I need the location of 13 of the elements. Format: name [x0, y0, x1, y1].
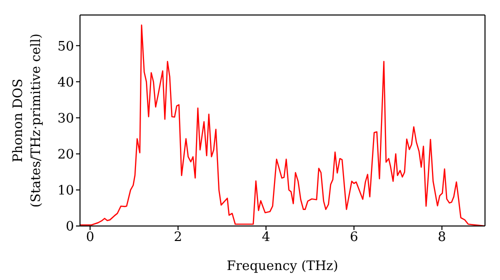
- x-axis-title: Frequency (THz): [226, 259, 338, 274]
- y-tick-label: 40: [57, 75, 74, 90]
- x-tick-label: 4: [262, 230, 270, 246]
- y-tick-label: 0: [66, 220, 74, 235]
- y-tick-label: 30: [57, 111, 74, 126]
- y-tick-label: 20: [57, 147, 74, 162]
- y-tick-label: 10: [57, 184, 74, 199]
- y-axis-title: Phonon DOS (States/THz·primitive cell): [11, 33, 44, 208]
- x-tick-label: 6: [350, 230, 358, 246]
- x-tick-label: 2: [174, 230, 182, 246]
- x-tick-label: 0: [86, 230, 94, 246]
- y-tick-label: 50: [57, 39, 74, 54]
- x-tick-label: 8: [438, 230, 446, 246]
